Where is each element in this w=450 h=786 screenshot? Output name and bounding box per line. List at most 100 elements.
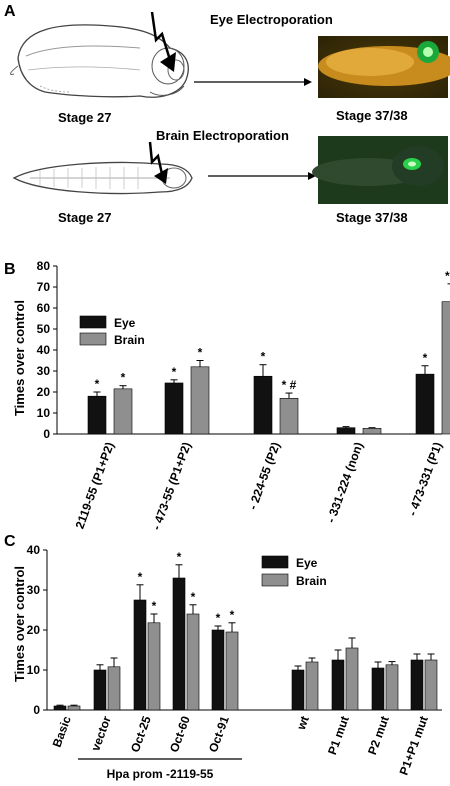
- y-tick-label: 80: [37, 259, 51, 273]
- eye-electroporation-title: Eye Electroporation: [210, 12, 333, 27]
- bar-eye: [211, 629, 225, 711]
- significance-marker: *: [138, 570, 143, 584]
- arrowhead-brain: [308, 172, 316, 180]
- tadpole-photo-eye: [318, 36, 450, 98]
- bar-eye: [371, 667, 385, 711]
- significance-marker: *: [423, 351, 428, 365]
- bar-eye: [53, 705, 67, 711]
- stage-start-label-1: Stage 27: [58, 110, 111, 125]
- significance-marker: *: [198, 346, 203, 360]
- y-tick-label: 40: [37, 343, 51, 357]
- y-axis-label: Times over control: [12, 300, 27, 416]
- stage-start-label-2: Stage 27: [58, 210, 111, 225]
- y-tick-label: 20: [37, 385, 51, 399]
- y-tick-label: 0: [43, 427, 50, 441]
- x-tick-label: P1 mut: [325, 714, 352, 756]
- y-tick-label: 40: [27, 543, 41, 557]
- bar-eye: [93, 669, 107, 711]
- bar-brain: [113, 388, 133, 435]
- brain-electoporation-title: Brain Electroporation: [156, 128, 289, 143]
- arrowhead-eye: [304, 78, 312, 86]
- x-tick-label: - 331-224 (non): [324, 440, 366, 524]
- panel-a: A Eye Electroporation Stage 27 Stage 37/…: [4, 3, 450, 225]
- y-tick-label: 50: [37, 322, 51, 336]
- x-tick-label: - 473-55 (P1+P2): [149, 440, 194, 530]
- legend-swatch-brain: [261, 573, 289, 587]
- significance-marker: *: [191, 590, 196, 604]
- bar-brain: [107, 666, 121, 711]
- panel-label-a: A: [4, 3, 16, 20]
- bar-brain: [305, 661, 319, 711]
- significance-marker: *: [121, 371, 126, 385]
- bar-eye: [253, 375, 273, 435]
- bar-eye: [172, 577, 186, 711]
- significance-marker: *: [172, 365, 177, 379]
- bar-eye: [410, 659, 424, 711]
- bar-brain: [186, 613, 200, 711]
- significance-marker: * #: [282, 378, 297, 392]
- group-label: Hpa prom -2119-55: [107, 767, 214, 781]
- bar-brain: [67, 705, 81, 711]
- legend-label-brain: Brain: [114, 333, 145, 347]
- x-tick-label: vector: [88, 714, 114, 753]
- y-tick-label: 30: [27, 583, 41, 597]
- bar-chart-c: C Times over control 0 10 20 30 40 * * * * * * Ba…: [4, 533, 442, 781]
- y-tick-label: 10: [37, 406, 51, 420]
- x-tick-label: Oct-60: [167, 714, 193, 754]
- x-tick-label: - 224-55 (P2): [245, 440, 282, 511]
- y-tick-label: 30: [37, 364, 51, 378]
- legend-label-eye: Eye: [296, 556, 318, 570]
- panel-label-c: C: [4, 533, 16, 550]
- electroporation-arrow-brain: [148, 141, 168, 184]
- significance-marker: *: [152, 599, 157, 613]
- x-tick-label: P1+P1 mut: [397, 714, 431, 777]
- stage-end-label-2: Stage 37/38: [336, 210, 408, 225]
- significance-marker: *: [261, 350, 266, 364]
- embryo-drawing-stage27-eye: [10, 24, 189, 98]
- bar-eye: [415, 373, 435, 435]
- legend-label-brain: Brain: [296, 574, 327, 588]
- bar-brain: [424, 659, 438, 711]
- bar-brain: [147, 622, 161, 711]
- bar-eye: [336, 427, 356, 435]
- legend-swatch-eye: [261, 555, 289, 569]
- bar-eye: [331, 659, 345, 711]
- legend-label-eye: Eye: [114, 316, 136, 330]
- y-tick-label: 20: [27, 623, 41, 637]
- x-tick-label: - 473-331 (P1): [405, 440, 445, 517]
- y-tick-label: 60: [37, 301, 51, 315]
- tadpole-photo-brain: [312, 136, 448, 204]
- embryo-drawing-stage27-brain: [12, 161, 193, 195]
- y-tick-label: 0: [33, 703, 40, 717]
- bar-brain: [362, 428, 382, 435]
- panel-label-b: B: [4, 261, 16, 278]
- bar-brain: [190, 366, 210, 435]
- y-tick-label: 70: [37, 280, 51, 294]
- bar-eye: [291, 669, 305, 711]
- bar-eye: [133, 599, 147, 711]
- legend-swatch-eye: [79, 315, 107, 329]
- bar-brain: [385, 664, 399, 711]
- stage-end-label-1: Stage 37/38: [336, 108, 408, 123]
- significance-marker: *: [95, 377, 100, 391]
- x-tick-label: Oct-91: [206, 714, 232, 754]
- y-tick-label: 10: [27, 663, 41, 677]
- legend-swatch-brain: [79, 332, 107, 346]
- electroporation-arrow-eye: [150, 11, 176, 72]
- bar-brain: [279, 398, 299, 435]
- bar-chart-b: B Times over control 0 10 20 30 40 50 60 70 80 *…: [4, 259, 450, 530]
- x-tick-label: P2 mut: [365, 714, 392, 756]
- significance-marker: *: [230, 608, 235, 622]
- bar-eye: [164, 382, 184, 435]
- x-tick-label: wt: [294, 714, 312, 732]
- significance-marker: * t: [445, 269, 450, 283]
- x-tick-label: - 2119-55 (P1+P2): [70, 440, 117, 530]
- x-tick-label: Oct-25: [128, 714, 154, 754]
- bar-eye: [87, 395, 107, 435]
- bar-brain: [441, 301, 450, 435]
- y-axis-label: Times over control: [12, 566, 27, 682]
- bar-brain: [345, 647, 359, 711]
- bar-brain: [225, 631, 239, 711]
- significance-marker: *: [216, 611, 221, 625]
- x-tick-label: Basic: [50, 714, 74, 749]
